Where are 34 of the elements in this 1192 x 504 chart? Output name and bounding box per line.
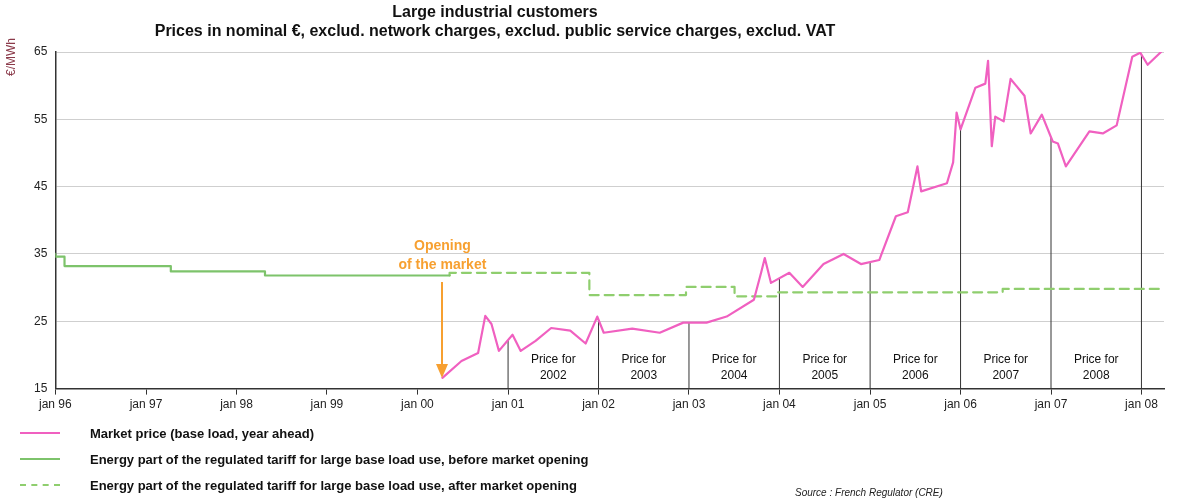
annotation: Price for 2005 — [801, 350, 849, 383]
source-note: Source : French Regulator (CRE) — [795, 487, 943, 498]
x-tick-label: jan 00 — [400, 397, 435, 412]
y-tick-label: 25 — [33, 313, 48, 328]
x-tick-label: jan 08 — [1124, 397, 1159, 412]
y-tick-label: 45 — [33, 178, 48, 193]
legend-label: Energy part of the regulated tariff for large base load use, after market opening — [90, 477, 577, 493]
x-tick-label: jan 06 — [943, 397, 978, 412]
y-tick-label: 55 — [33, 111, 48, 126]
x-tick-label: jan 02 — [581, 397, 616, 412]
legend-label: Market price (base load, year ahead) — [90, 425, 314, 441]
annotation: Price for 2003 — [620, 350, 668, 383]
x-tick-label: jan 07 — [1033, 397, 1068, 412]
x-tick-label: jan 98 — [219, 397, 254, 412]
x-tick-label: jan 01 — [490, 397, 525, 412]
x-tick-label: jan 96 — [38, 397, 73, 412]
annotation: Price for 2004 — [710, 350, 758, 383]
annotation: Opening of the market — [397, 235, 488, 274]
y-axis-title: €/MWh — [4, 37, 18, 76]
x-tick-label: jan 05 — [852, 397, 887, 412]
x-tick-label: jan 03 — [671, 397, 706, 412]
x-tick-label: jan 99 — [309, 397, 344, 412]
chart-title: Large industrial customers — [391, 2, 599, 21]
x-tick-label: jan 04 — [762, 397, 797, 412]
annotation: Price for 2002 — [529, 350, 577, 383]
legend-label: Energy part of the regulated tariff for large base load use, before market opening — [90, 451, 589, 467]
x-tick-label: jan 97 — [128, 397, 163, 412]
chart-subtitle: Prices in nominal €, exclud. network charges, exclud. public service charges, exclud. VAT — [154, 22, 836, 39]
annotation: Price for 2008 — [1072, 350, 1120, 383]
y-tick-label: 15 — [33, 380, 48, 395]
y-tick-label: 35 — [33, 246, 48, 261]
annotation: Price for 2007 — [982, 350, 1030, 383]
annotation: Price for 2006 — [892, 350, 939, 383]
y-tick-label: 65 — [33, 44, 48, 59]
